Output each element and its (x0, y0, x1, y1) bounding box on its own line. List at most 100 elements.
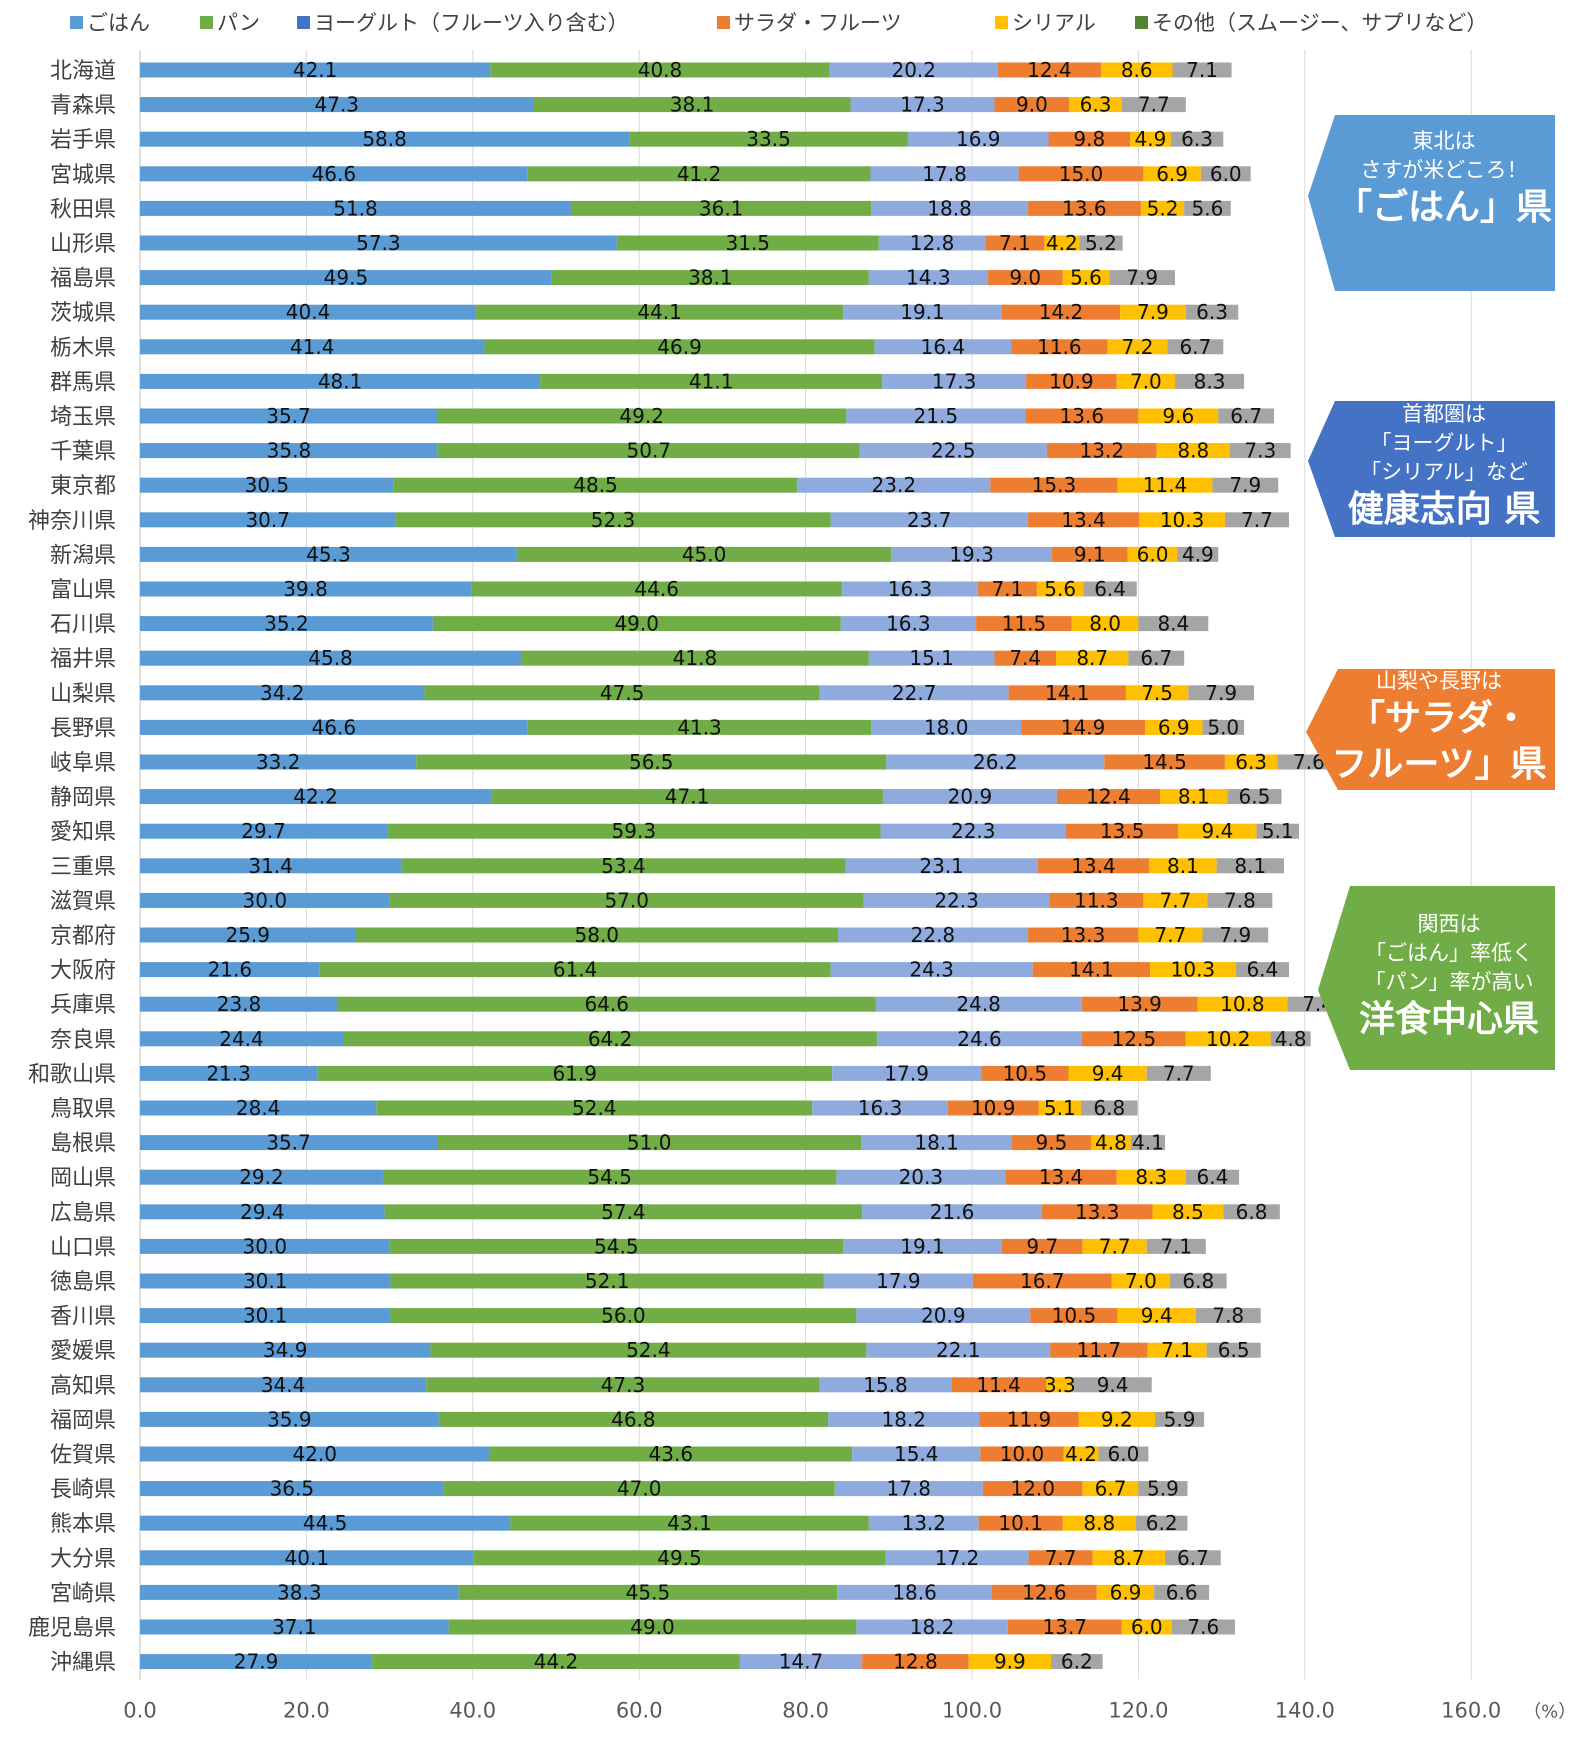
category-label: 愛媛県 (50, 1339, 116, 1364)
data-label: 6.0 (1131, 1615, 1163, 1639)
bar-segment (994, 650, 1057, 666)
bar-segment (1197, 996, 1288, 1012)
callout-shape (1308, 401, 1555, 537)
bar-segment (987, 270, 1063, 286)
data-label: 9.1 (1074, 542, 1106, 566)
data-label: 22.5 (931, 439, 976, 463)
data-label: 30.1 (243, 1269, 288, 1293)
bar-segment (140, 1550, 474, 1566)
bar-segment (448, 1619, 857, 1635)
data-label: 11.3 (1074, 888, 1119, 912)
data-label: 6.6 (1166, 1580, 1198, 1604)
bar-segment (1049, 892, 1144, 908)
bar-segment (1154, 1584, 1210, 1600)
bar-segment (842, 581, 978, 597)
callout-line: 関西は (1417, 912, 1481, 936)
bar-segment (491, 789, 883, 805)
bar-segment (1092, 1550, 1166, 1566)
data-label: 35.2 (264, 612, 309, 636)
data-label: 47.3 (315, 93, 360, 117)
bar-segment (432, 616, 841, 632)
data-label: 7.4 (1009, 646, 1041, 670)
data-label: 6.8 (1093, 1096, 1125, 1120)
x-tick-label: 140.0 (1275, 1699, 1335, 1723)
data-label: 7.9 (1137, 300, 1169, 324)
data-label: 8.1 (1234, 854, 1266, 878)
category-label: 北海道 (50, 59, 116, 84)
data-label: 7.7 (1155, 923, 1187, 947)
bar-segment (843, 1238, 1002, 1254)
category-label: 広島県 (50, 1201, 116, 1226)
data-label: 6.7 (1179, 335, 1211, 359)
data-label: 9.2 (1101, 1407, 1133, 1431)
data-label: 42.2 (293, 785, 338, 809)
data-label: 36.5 (270, 1477, 315, 1501)
data-label: 21.6 (208, 958, 253, 982)
callout-headline: 健康志向 県 (1347, 489, 1541, 530)
data-label: 41.1 (689, 369, 734, 393)
bar-segment (882, 373, 1027, 389)
bar-segment (140, 1273, 391, 1289)
bar-segment (1005, 1169, 1117, 1185)
data-label: 17.3 (932, 369, 977, 393)
bar-segment (521, 650, 869, 666)
bar-segment (838, 927, 1028, 943)
bar-segment (1143, 166, 1201, 182)
data-label: 15.1 (909, 646, 954, 670)
data-label: 46.9 (657, 335, 702, 359)
data-label: 45.8 (308, 646, 353, 670)
data-label: 52.4 (626, 1338, 671, 1362)
data-label: 6.9 (1156, 162, 1188, 186)
bar-segment (1111, 1273, 1171, 1289)
data-label: 41.4 (290, 335, 335, 359)
data-label: 18.6 (892, 1580, 937, 1604)
bar-segment (1138, 927, 1203, 943)
data-label: 5.0 (1207, 715, 1239, 739)
bar-segment (976, 616, 1072, 632)
bar-segment (982, 1481, 1083, 1497)
bar-segment (1150, 962, 1236, 978)
bar-segment (1046, 443, 1157, 459)
bar-segment (489, 1446, 853, 1462)
bar-segment (812, 1100, 948, 1116)
bar-segment (490, 62, 830, 78)
data-label: 25.9 (225, 923, 270, 947)
data-label: 21.6 (930, 1200, 975, 1224)
bar-segment (834, 1481, 983, 1497)
data-label: 52.4 (572, 1096, 617, 1120)
data-label: 6.8 (1182, 1269, 1214, 1293)
data-label: 9.5 (1036, 1131, 1068, 1155)
bar-segment (829, 62, 998, 78)
bar-segment (140, 1238, 390, 1254)
bar-segment (140, 1204, 385, 1220)
bar-segment (1021, 719, 1146, 735)
data-label: 7.9 (1229, 473, 1261, 497)
data-label: 15.4 (894, 1442, 939, 1466)
x-tick-label: 120.0 (1108, 1699, 1168, 1723)
data-label: 7.7 (1160, 888, 1192, 912)
data-label: 9.4 (1141, 1304, 1173, 1328)
data-label: 22.7 (892, 681, 937, 705)
data-label: 30.5 (245, 473, 290, 497)
category-label: 沖縄県 (50, 1651, 116, 1676)
category-label: 秋田県 (50, 197, 116, 222)
bar-segment (1138, 1481, 1188, 1497)
bar-segment (1160, 789, 1228, 805)
bar-segment (1069, 97, 1122, 113)
bar-segment (1090, 1135, 1131, 1151)
bar-segment (471, 581, 843, 597)
bar-segment (355, 927, 839, 943)
data-label: 6.3 (1196, 300, 1228, 324)
category-label: 福岡県 (50, 1408, 116, 1433)
data-label: 8.1 (1167, 854, 1199, 878)
category-label: 佐賀県 (50, 1443, 116, 1468)
bar-segment (389, 892, 864, 908)
data-label: 27.9 (234, 1650, 279, 1674)
bar-segment (843, 304, 1002, 320)
bar-segment (372, 1654, 740, 1670)
callout-yamanashi: 山梨や長野は 「サラダ・ フルーツ」県 (1325, 667, 1553, 788)
category-label: 大阪府 (50, 959, 116, 984)
bar-segment (823, 1273, 973, 1289)
data-label: 10.5 (1003, 1061, 1048, 1085)
category-label: 青森県 (50, 94, 116, 119)
